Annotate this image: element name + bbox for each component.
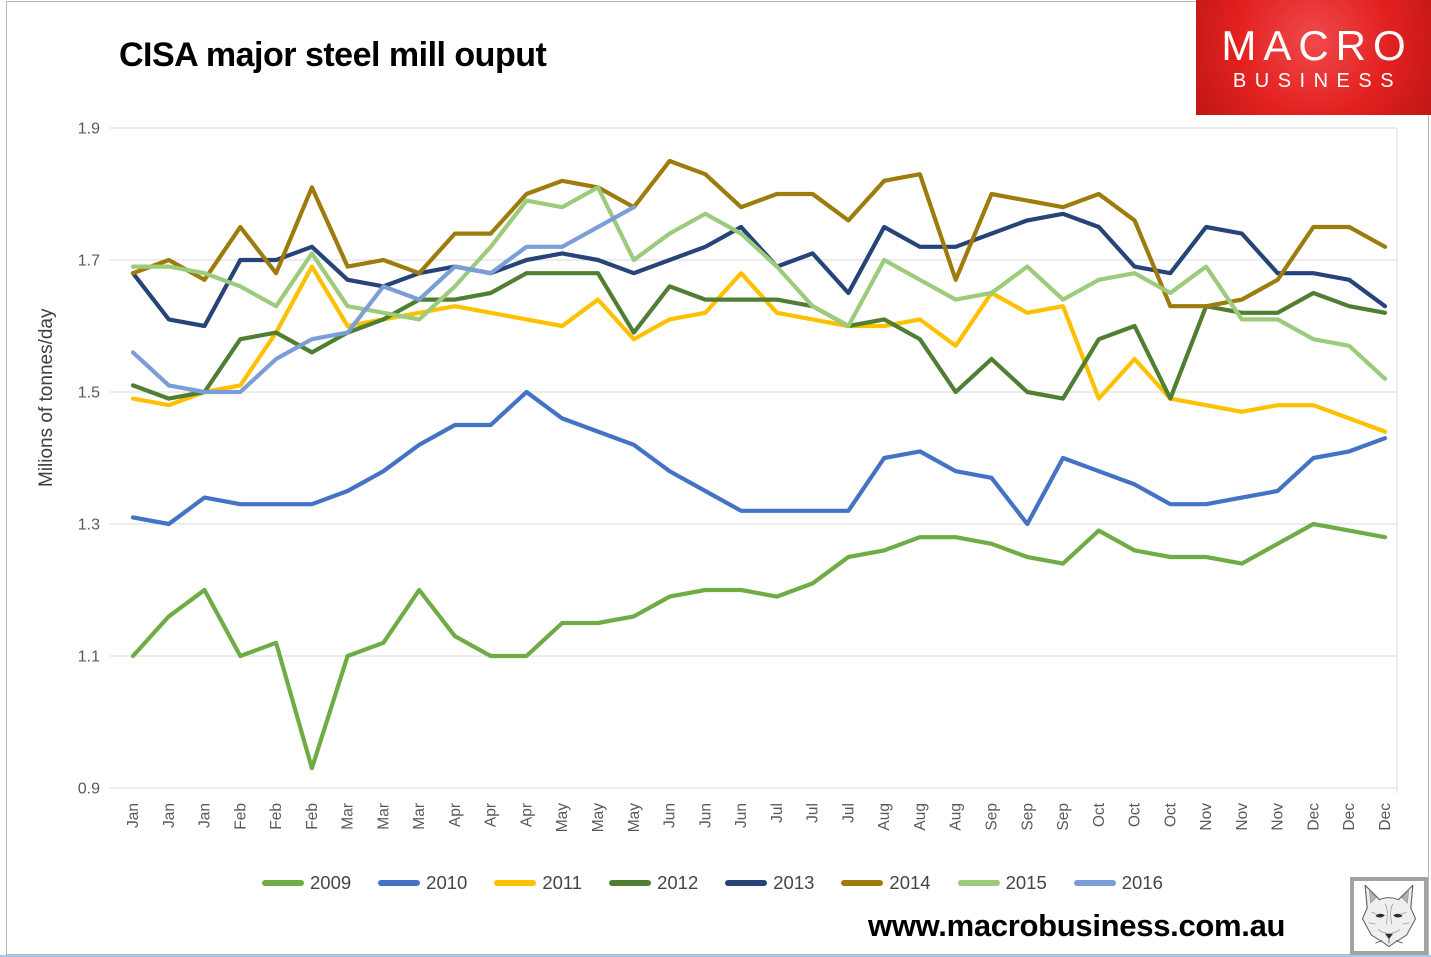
website-url: www.macrobusiness.com.au [868, 908, 1286, 943]
x-tick-label: Dec [1377, 803, 1394, 831]
x-tick-label: Nov [1270, 803, 1287, 831]
x-tick-label: Sep [983, 803, 1000, 831]
x-tick-label: Feb [232, 803, 249, 830]
chart-legend: 2009 2010 2011 2012 2013 2014 2015 2016 [262, 872, 1163, 894]
x-tick-label: Nov [1198, 803, 1215, 831]
fox-logo [1350, 877, 1428, 955]
x-tick-label: Jan [161, 803, 178, 828]
legend-label-2015: 2015 [1005, 872, 1047, 893]
legend-label-2011: 2011 [542, 872, 583, 893]
x-tick-label: Jul [840, 803, 857, 823]
y-tick-label: 1.3 [78, 517, 100, 534]
x-tick-label: Jul [769, 803, 786, 823]
x-tick-label: Jan [197, 803, 214, 828]
series-line-2012 [130, 271, 1388, 401]
x-tick-label: Sep [1019, 803, 1036, 831]
x-tick-label: Nov [1234, 803, 1251, 831]
legend-item-2011: 2011 [494, 872, 582, 894]
y-tick-label: 1.5 [78, 385, 100, 402]
legend-item-2009: 2009 [262, 872, 351, 894]
x-tick-label: Jun [733, 803, 750, 828]
legend-item-2012: 2012 [609, 872, 698, 894]
legend-label-2012: 2012 [657, 872, 699, 893]
legend-item-2014: 2014 [841, 872, 931, 894]
y-tick-label: 1.1 [78, 649, 100, 666]
legend-swatch-2013 [725, 880, 768, 886]
legend-item-2016: 2016 [1073, 872, 1163, 894]
y-tick-label: 1.9 [78, 121, 100, 138]
x-tick-label: Mar [375, 803, 392, 830]
y-tick-label: 0.9 [78, 781, 100, 798]
x-tick-label: Jan [125, 803, 142, 828]
series-line-2014 [130, 158, 1388, 309]
legend-label-2010: 2010 [426, 872, 468, 893]
x-tick-label: Oct [1127, 802, 1144, 827]
x-tick-label: Dec [1305, 803, 1322, 831]
x-tick-label: Oct [1162, 802, 1179, 827]
legend-item-2015: 2015 [957, 872, 1047, 894]
x-tick-label: Oct [1091, 802, 1108, 827]
x-tick-label: May [626, 803, 643, 833]
legend-item-2010: 2010 [378, 872, 467, 894]
x-tick-label: Aug [876, 803, 893, 831]
x-tick-label: Mar [340, 803, 357, 830]
legend-label-2014: 2014 [889, 872, 931, 893]
series-line-2015 [130, 185, 1388, 381]
series-line-2013 [130, 211, 1388, 329]
logo-business-text: BUSINESS [1232, 69, 1403, 92]
legend-item-2013: 2013 [725, 872, 814, 894]
x-tick-label: May [590, 803, 607, 833]
x-tick-label: Mar [411, 803, 428, 830]
x-tick-label: Sep [1055, 803, 1072, 831]
x-tick-label: Apr [518, 803, 535, 827]
series-line-2011 [130, 264, 1388, 434]
x-tick-label: Apr [483, 803, 500, 827]
x-tick-label: Feb [304, 803, 321, 830]
series-line-2009 [130, 521, 1388, 771]
y-tick-label: 1.7 [78, 253, 100, 270]
x-tick-label: Aug [948, 803, 965, 831]
x-tick-label: Jun [662, 803, 679, 828]
x-tick-label: Aug [912, 803, 929, 831]
x-tick-label: Dec [1341, 803, 1358, 831]
fox-sketch-icon [1361, 884, 1417, 948]
legend-label-2013: 2013 [773, 872, 815, 893]
series-line-2010 [130, 389, 1388, 527]
x-tick-label: Apr [447, 803, 464, 827]
x-tick-label: May [554, 803, 571, 833]
legend-swatch-2012 [609, 880, 652, 886]
legend-label-2009: 2009 [310, 872, 352, 893]
window-bottom-edge [0, 955, 1431, 957]
macrobusiness-logo: MACRO BUSINESS [1196, 0, 1431, 115]
legend-swatch-2009 [262, 880, 304, 886]
legend-swatch-2016 [1073, 880, 1116, 886]
x-tick-label: Jun [697, 803, 714, 828]
logo-macro-text: MACRO [1221, 21, 1413, 69]
chart-title: CISA major steel mill ouput [119, 36, 547, 74]
legend-swatch-2015 [957, 880, 1000, 886]
x-tick-label: Feb [268, 803, 285, 830]
legend-label-2016: 2016 [1121, 872, 1163, 893]
series-line-2016 [130, 205, 636, 395]
legend-swatch-2014 [841, 880, 884, 886]
legend-swatch-2010 [378, 880, 421, 886]
x-tick-label: Jul [805, 803, 822, 823]
legend-swatch-2011 [494, 880, 537, 886]
